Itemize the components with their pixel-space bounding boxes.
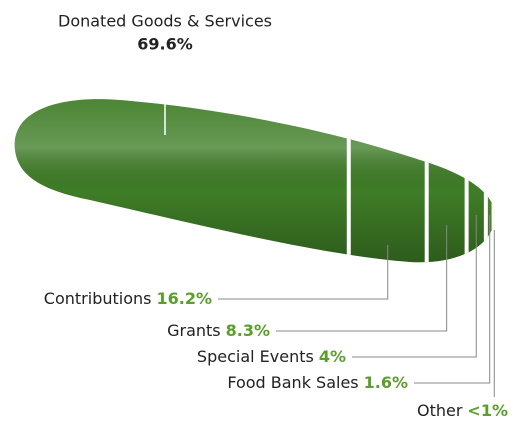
category-label: Grants [167,321,221,340]
category-label: Other [417,401,463,420]
category-label: Food Bank Sales [227,373,358,392]
category-label: Donated Goods & Services [58,12,272,31]
leader-line [414,215,491,384]
value-label: <1% [467,401,508,420]
value-label: 4% [319,347,346,366]
shading [14,99,495,263]
category-label: Special Events [197,347,314,366]
label: Grants 8.3% [167,321,270,340]
leader-line [276,225,448,332]
value-label: 8.3% [226,321,270,340]
label: Food Bank Sales 1.6% [227,373,408,392]
leader-line [352,215,477,358]
labels: Donated Goods & Services 69.6% Contributio… [44,12,508,420]
leader-line [218,245,389,300]
label: Special Events 4% [197,347,346,366]
value-label: 1.6% [364,373,408,392]
category-label: Contributions [44,289,152,308]
value-label: 69.6% [137,35,193,54]
label: Other <1% [417,401,508,420]
value-label: 16.2% [156,289,212,308]
label: Contributions 16.2% [44,289,212,308]
zucchini [14,99,495,263]
